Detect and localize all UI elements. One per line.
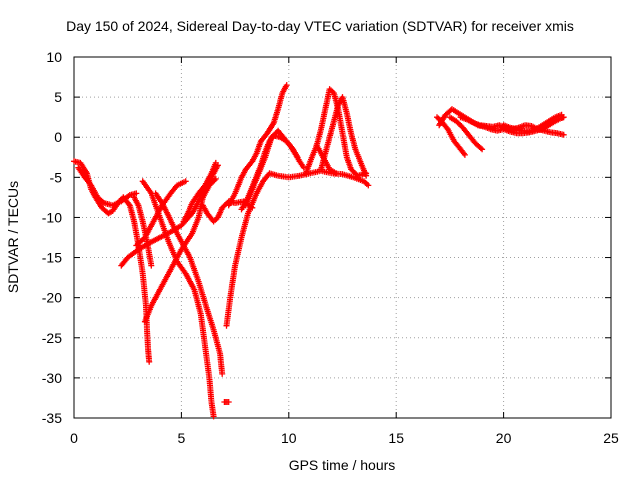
y-tick-label: -30: [42, 370, 62, 386]
data-point-markers: [223, 167, 372, 329]
series-arc-22: [446, 114, 486, 153]
data-point-markers: [120, 194, 153, 365]
y-tick-label: 0: [54, 129, 62, 145]
chart-title: Day 150 of 2024, Sidereal Day-to-day VTE…: [66, 18, 574, 34]
x-tick-label: 15: [388, 430, 404, 446]
series-arc-10: [180, 159, 219, 225]
series-arc-19: [318, 94, 370, 179]
series-arc-12: [221, 399, 232, 405]
data-point-markers: [180, 159, 219, 225]
y-tick-label: -25: [42, 330, 62, 346]
grid: [74, 57, 611, 418]
y-tick-label: -35: [42, 410, 62, 426]
series-arc-8: [139, 178, 217, 420]
data-point-markers: [446, 114, 486, 153]
x-tick-label: 0: [70, 430, 78, 446]
y-tick-label: 5: [54, 89, 62, 105]
data-point-markers: [242, 127, 301, 209]
y-tick-label: -5: [50, 169, 63, 185]
x-tick-label: 5: [178, 430, 186, 446]
axis-ticks: 0 5 10 15 20 25 10 5 0 -5 -10 -15 -20 -25 -30 -35: [42, 49, 619, 446]
y-tick-label: 10: [46, 49, 62, 65]
data-point-markers: [152, 190, 226, 377]
x-tick-label: 20: [496, 430, 512, 446]
data-point-markers: [318, 94, 370, 179]
plot-frame: [73, 56, 612, 419]
y-tick-label: -10: [42, 209, 62, 225]
series-arc-16: [242, 127, 301, 209]
series-arc-24: [500, 111, 565, 135]
series-arc-14: [225, 82, 290, 209]
data-point-markers: [225, 82, 290, 209]
data-point-markers: [500, 111, 565, 135]
series-arc-3: [120, 194, 153, 365]
x-axis-label: GPS time / hours: [289, 457, 396, 473]
x-tick-label: 10: [281, 430, 297, 446]
data-points: [71, 82, 567, 420]
series-arc-9: [152, 190, 226, 377]
y-tick-label: -20: [42, 290, 62, 306]
y-tick-label: -15: [42, 250, 62, 266]
y-axis-label: SDTVAR / TECUs: [5, 181, 21, 293]
x-tick-label: 25: [603, 430, 619, 446]
data-point-markers: [221, 399, 232, 405]
data-point-markers: [139, 178, 217, 420]
series-arc-13: [223, 167, 372, 329]
